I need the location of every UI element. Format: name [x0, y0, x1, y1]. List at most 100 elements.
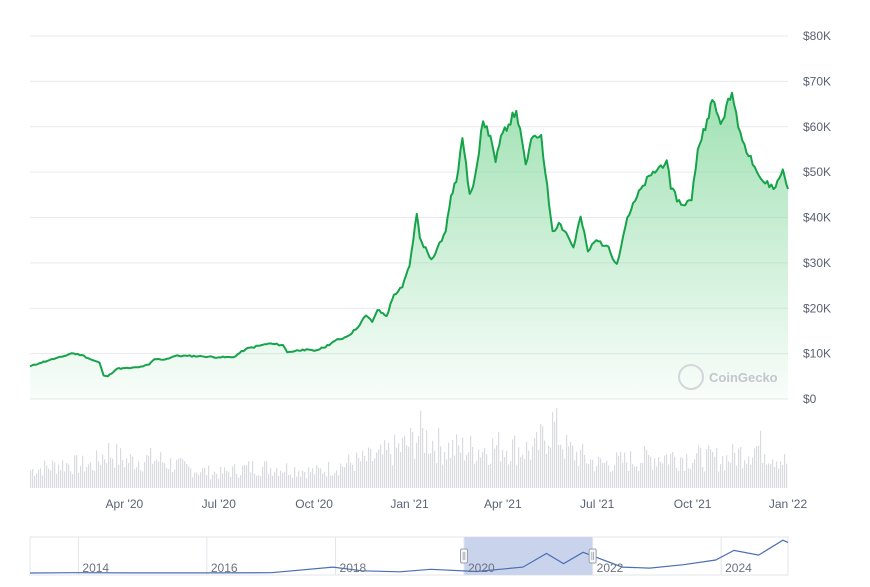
volume-bar [652, 469, 654, 488]
volume-bar [208, 465, 210, 488]
volume-bar [518, 447, 520, 488]
y-tick-label: $80K [803, 29, 831, 43]
volume-bar [596, 465, 598, 488]
volume-bar [516, 465, 518, 488]
volume-bar [706, 449, 708, 488]
volume-bar [184, 461, 186, 488]
volume-bar [432, 440, 434, 488]
volume-bar [96, 450, 98, 488]
volume-bar [644, 445, 646, 488]
volume-bar [734, 452, 736, 488]
volume-bar [124, 467, 126, 488]
x-tick-label: Oct '20 [295, 497, 333, 511]
volume-bar [614, 465, 616, 488]
volume-bar [134, 469, 136, 488]
volume-bar [768, 463, 770, 488]
volume-bar [774, 466, 776, 488]
volume-bar [484, 447, 486, 488]
volume-bar [188, 466, 190, 488]
volume-bar [630, 451, 632, 488]
volume-bar [546, 453, 548, 488]
volume-bar [166, 467, 168, 488]
volume-bar [574, 460, 576, 488]
volume-bar [250, 472, 252, 488]
navigator-year-label: 2014 [82, 561, 109, 575]
x-tick-label: Jan '22 [769, 497, 808, 511]
volume-bar [412, 431, 414, 488]
volume-bar [224, 467, 226, 488]
volume-bar [430, 453, 432, 488]
volume-bar [370, 449, 372, 488]
volume-bar [200, 472, 202, 488]
volume-bar [782, 465, 784, 488]
volume-bar [310, 472, 312, 488]
volume-bar [648, 454, 650, 488]
navigator-handles[interactable] [459, 548, 597, 564]
volume-bar [282, 472, 284, 488]
volume-bar [62, 460, 64, 488]
volume-bar [542, 426, 544, 488]
volume-bar [44, 460, 46, 488]
volume-bar [414, 458, 416, 488]
volume-bar [288, 474, 290, 488]
volume-bar [562, 449, 564, 488]
volume-bar [600, 458, 602, 488]
volume-bar [658, 457, 660, 488]
volume-bar [82, 455, 84, 488]
volume-bar [510, 461, 512, 488]
volume-bar [684, 470, 686, 488]
volume-bar [538, 449, 540, 488]
volume-bar [100, 465, 102, 488]
volume-bar [278, 475, 280, 488]
volume-bar [580, 450, 582, 488]
volume-bar [532, 446, 534, 488]
volume-bar [88, 464, 90, 488]
volume-bar [522, 454, 524, 488]
volume-bar [326, 476, 328, 488]
volume-bar [666, 454, 668, 488]
volume-bar [158, 461, 160, 488]
navigator[interactable]: 2014 2016 2018 2020 2022 2024 [29, 536, 789, 576]
volume-bar [58, 464, 60, 488]
volume-bar [552, 412, 554, 488]
volume-bar [406, 445, 408, 488]
volume-bar [480, 457, 482, 488]
volume-bar [268, 474, 270, 488]
volume-bar [390, 454, 392, 488]
volume-bar [380, 444, 382, 488]
volume-bar [374, 458, 376, 488]
volume-bar [350, 462, 352, 488]
volume-bar [424, 452, 426, 488]
x-tick-label: Jan '21 [390, 497, 429, 511]
volume-bar [506, 450, 508, 488]
volume-bar [442, 464, 444, 488]
price-line[interactable] [29, 91, 789, 378]
volume-bar [260, 476, 262, 488]
volume-bar [292, 477, 294, 488]
volume-bar [190, 468, 192, 488]
volume-bar [248, 461, 250, 488]
navigator-line [29, 539, 789, 574]
volume-bar [498, 432, 500, 488]
volume-bar [770, 464, 772, 488]
navigator-frame [29, 536, 789, 576]
navigator-handle[interactable] [459, 548, 468, 564]
volume-bar [646, 449, 648, 488]
volume-bar [638, 471, 640, 488]
volume-bar [738, 448, 740, 488]
volume-bar [270, 467, 272, 488]
volume-bar [700, 447, 702, 488]
navigator-year-label: 2020 [468, 561, 495, 575]
navigator-handle[interactable] [588, 548, 597, 564]
volume-bar [460, 452, 462, 488]
navigator-selection[interactable] [463, 537, 593, 575]
volume-bar [330, 475, 332, 488]
volume-bar [496, 445, 498, 488]
volume-bar [300, 476, 302, 488]
volume-bar [578, 466, 580, 488]
volume-bar [672, 451, 674, 488]
volume-bar [362, 450, 364, 488]
volume-bars [30, 408, 788, 488]
volume-bar [244, 465, 246, 488]
